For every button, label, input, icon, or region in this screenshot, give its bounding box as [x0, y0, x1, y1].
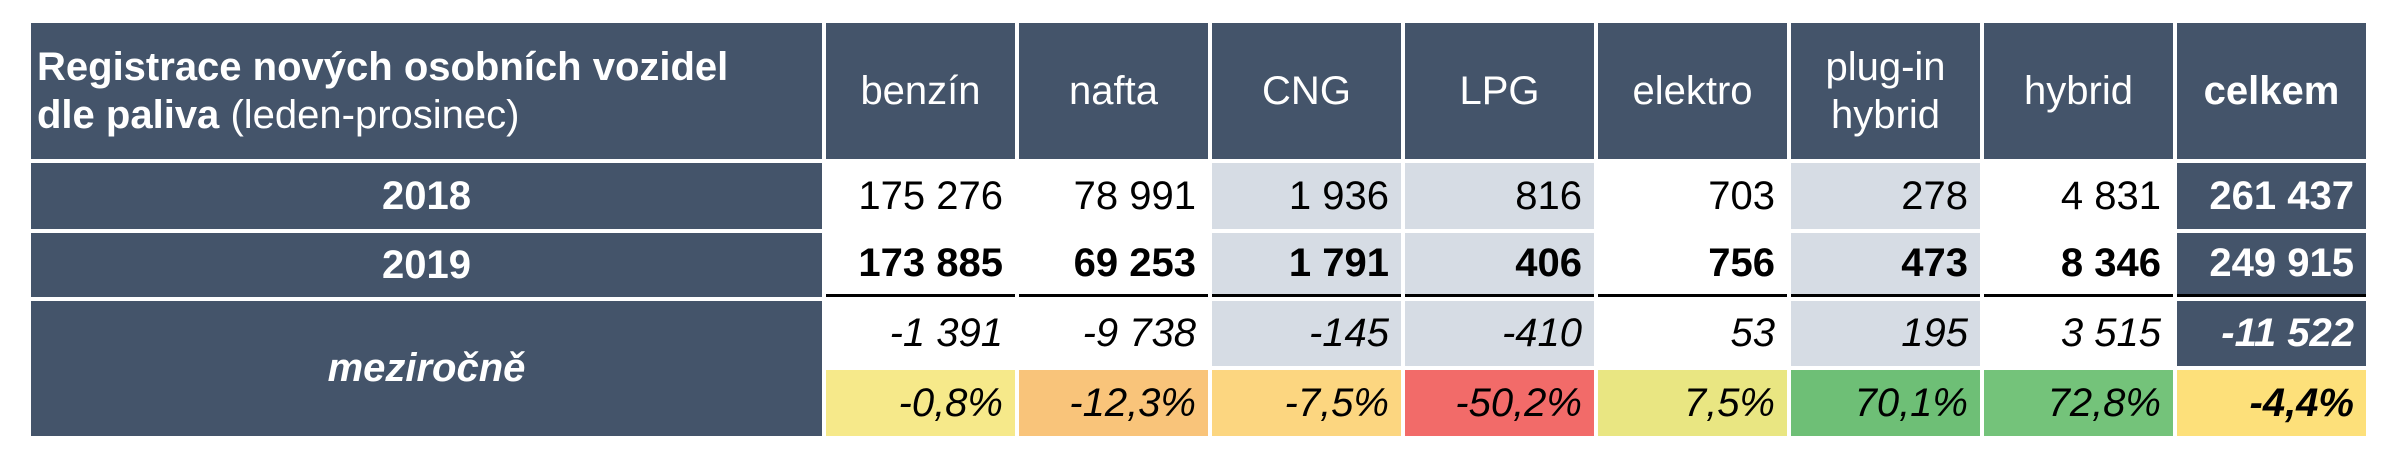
row-label: 2019	[31, 233, 822, 297]
percent-cell: -50,2%	[1405, 370, 1594, 436]
value-cell: 8 346	[1984, 233, 2173, 297]
percent-row: -0,8% -12,3% -7,5% -50,2% 7,5% 70,1% 72,8% -4,4…	[31, 370, 2366, 436]
column-header: hybrid	[1984, 23, 2173, 159]
value-cell: 4 831	[2060, 173, 2161, 218]
percent-cell: -0,8%	[826, 370, 1015, 436]
value-cell: 278	[1791, 163, 1980, 229]
value-cell: 703	[1708, 173, 1775, 218]
column-header: elektro	[1598, 23, 1787, 159]
value-cell: 78 991	[1073, 173, 1196, 218]
column-header: celkem	[2177, 23, 2366, 159]
column-header: CNG	[1212, 23, 1401, 159]
title-bold: dle paliva	[37, 93, 220, 137]
value-cell: 175 276	[858, 173, 1003, 218]
title-cell: Registrace nových osobních vozidel dle pa…	[31, 23, 822, 159]
value-cell: 406	[1405, 233, 1594, 297]
value-cell: 173 885	[826, 233, 1015, 297]
header-row: Registrace nových osobních vozidel dle pa…	[31, 23, 2366, 159]
change-cell: 3 515	[2060, 311, 2161, 355]
value-cell: 756	[1598, 233, 1787, 297]
percent-cell: 7,5%	[1598, 370, 1787, 436]
percent-cell: -4,4%	[2177, 370, 2366, 436]
change-label: meziročně	[31, 301, 822, 436]
change-cell: -410	[1405, 301, 1594, 366]
value-cell: 1 936	[1212, 163, 1401, 229]
change-cell: 53	[1730, 311, 1776, 355]
column-header: nafta	[1019, 23, 1208, 159]
percent-cell: -12,3%	[1019, 370, 1208, 436]
change-row: meziročně -1 391 -9 738 -145 -410 53 195 3 515-…	[31, 301, 2366, 436]
percent-cell: 70,1%	[1791, 370, 1980, 436]
change-cell: 195	[1791, 301, 1980, 366]
change-cell: -1 391	[889, 311, 1003, 355]
column-header: LPG	[1405, 23, 1594, 159]
change-cell: -145	[1212, 301, 1401, 366]
title-normal: (leden-prosinec)	[230, 93, 520, 137]
percent-cell: 72,8%	[1984, 370, 2173, 436]
column-header: benzín	[826, 23, 1015, 159]
row-label: 2018	[31, 163, 822, 229]
value-cell: 1 791	[1212, 233, 1401, 297]
title-line: Registrace nových osobních vozidel	[37, 45, 729, 89]
change-cell: -9 738	[1082, 311, 1196, 355]
column-header: plug-in hybrid	[1791, 23, 1980, 159]
percent-cell: -7,5%	[1212, 370, 1401, 436]
value-cell: 261 437	[2177, 163, 2366, 229]
registration-table: Registrace nových osobních vozidel dle pa…	[27, 19, 2370, 440]
row: 2019 173 885 69 253 1 791 406 756 473 8 346 249 …	[31, 233, 2366, 297]
change-cell: -11 522	[2177, 301, 2366, 366]
value-cell: 816	[1405, 163, 1594, 229]
row: 2018 175 276 78 991 1 936 816 703 278 4 831 261 …	[31, 163, 2366, 229]
value-cell: 249 915	[2177, 233, 2366, 297]
value-cell: 69 253	[1019, 233, 1208, 297]
value-cell: 473	[1791, 233, 1980, 297]
